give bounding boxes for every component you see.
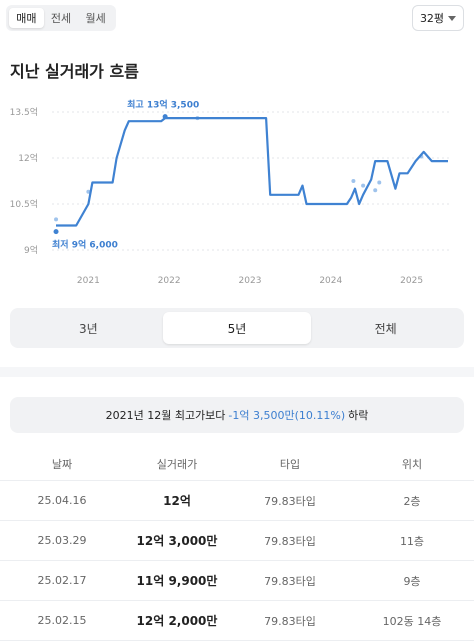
y-tick-label: 10.5억 bbox=[10, 198, 38, 210]
row-type: 79.83타입 bbox=[264, 494, 316, 508]
header-date: 날짜 bbox=[51, 457, 73, 471]
table-row[interactable]: 25.04.16 12억 79.83타입 2층 bbox=[0, 481, 474, 521]
row-date: 25.02.17 bbox=[37, 574, 87, 587]
row-floor: 102동 14층 bbox=[382, 614, 442, 628]
row-floor: 2층 bbox=[403, 494, 421, 508]
x-tick-label: 2024 bbox=[319, 276, 342, 286]
table-row[interactable]: 25.02.17 11억 9,900만 79.83타입 9층 bbox=[0, 561, 474, 601]
max-annotation: 최고 13억 3,500 bbox=[127, 99, 199, 111]
size-select[interactable]: 32평 bbox=[412, 5, 464, 31]
transaction-point bbox=[361, 183, 366, 188]
tab-monthly-rent[interactable]: 월세 bbox=[85, 12, 106, 25]
transaction-table: 날짜 실거래가 타입 위치 25.04.16 12억 79.83타입 2층 25… bbox=[0, 447, 474, 641]
period-tabs: 3년 5년 전체 bbox=[10, 308, 464, 348]
min-annotation: 최저 9억 6,000 bbox=[52, 239, 118, 251]
max-point bbox=[162, 114, 168, 120]
size-select-value: 32평 bbox=[419, 12, 445, 25]
header-floor: 위치 bbox=[401, 457, 423, 471]
header-type: 타입 bbox=[279, 457, 301, 471]
x-tick-label: 2022 bbox=[158, 276, 181, 286]
price-change-summary: 2021년 12월 최고가보다 -1억 3,500만(10.11%) 하락 bbox=[10, 397, 464, 433]
chevron-down-icon bbox=[448, 15, 457, 21]
row-price: 12억 bbox=[163, 494, 191, 508]
section-title: 지난 실거래가 흐름 bbox=[10, 62, 139, 81]
y-tick-label: 13.5억 bbox=[10, 106, 38, 118]
x-tick-label: 2021 bbox=[77, 276, 100, 286]
transaction-point bbox=[54, 217, 59, 222]
row-price: 11억 9,900만 bbox=[136, 574, 218, 588]
min-point bbox=[53, 229, 59, 235]
row-date: 25.02.15 bbox=[37, 614, 87, 627]
row-type: 79.83타입 bbox=[264, 574, 316, 588]
table-header: 날짜 실거래가 타입 위치 bbox=[0, 447, 474, 481]
row-price: 12억 2,000만 bbox=[136, 614, 218, 628]
row-date: 25.03.29 bbox=[37, 534, 87, 547]
tab-5-years[interactable]: 5년 bbox=[162, 312, 312, 344]
summary-change: -1억 3,500만(10.11%) bbox=[228, 409, 346, 422]
row-price: 12억 3,000만 bbox=[136, 534, 218, 548]
summary-prefix: 2021년 12월 최고가보다 bbox=[105, 409, 226, 422]
series-line bbox=[56, 117, 448, 227]
table-row[interactable]: 25.02.15 12억 2,000만 79.83타입 102동 14층 bbox=[0, 601, 474, 641]
x-tick-label: 2025 bbox=[400, 276, 423, 286]
y-tick-label: 12억 bbox=[18, 152, 38, 164]
tab-3-years[interactable]: 3년 bbox=[78, 321, 98, 336]
row-type: 79.83타입 bbox=[264, 614, 316, 628]
x-tick-label: 2023 bbox=[239, 276, 262, 286]
transaction-point bbox=[86, 189, 91, 194]
section-divider bbox=[0, 367, 474, 377]
row-floor: 11층 bbox=[399, 534, 425, 548]
transaction-point bbox=[351, 179, 356, 183]
table-row[interactable]: 25.03.29 12억 3,000만 79.83타입 11층 bbox=[0, 521, 474, 561]
header-price: 실거래가 bbox=[156, 457, 198, 471]
row-floor: 9층 bbox=[403, 574, 421, 588]
deal-type-tabs: 매매 전세 월세 bbox=[6, 5, 116, 31]
transaction-point bbox=[373, 188, 378, 193]
row-type: 79.83타입 bbox=[264, 534, 316, 548]
summary-suffix: 하락 bbox=[348, 409, 369, 422]
transaction-point bbox=[377, 180, 382, 185]
price-trend-chart: 13.5억 12억 10.5억 9억 2021 2022 2023 2024 2025 최고 13… bbox=[10, 99, 452, 286]
row-date: 25.04.16 bbox=[37, 494, 87, 507]
tab-sale[interactable]: 매매 bbox=[9, 8, 44, 28]
y-tick-label: 9억 bbox=[24, 244, 38, 256]
tab-all[interactable]: 전체 bbox=[374, 321, 397, 336]
tab-jeonse[interactable]: 전세 bbox=[50, 12, 72, 25]
